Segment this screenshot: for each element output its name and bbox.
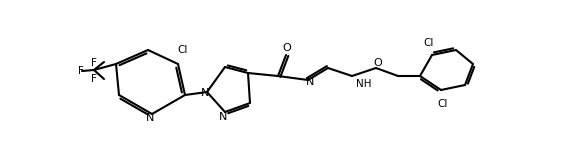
Text: F: F — [78, 66, 84, 76]
Text: F: F — [91, 74, 97, 84]
Text: NH: NH — [356, 79, 372, 89]
Text: Cl: Cl — [438, 99, 448, 109]
Text: N: N — [306, 77, 314, 87]
Text: F: F — [91, 58, 97, 68]
Text: O: O — [282, 43, 291, 53]
Text: N: N — [146, 113, 154, 123]
Text: Cl: Cl — [424, 38, 434, 48]
Text: Cl: Cl — [178, 45, 188, 55]
Text: N: N — [201, 88, 209, 98]
Text: O: O — [374, 58, 383, 68]
Text: N: N — [219, 112, 227, 122]
